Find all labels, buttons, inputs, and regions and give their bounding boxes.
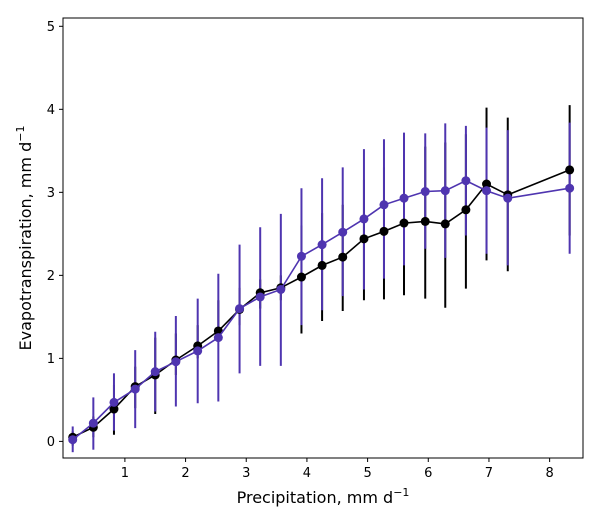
y-tick-label: 3 — [47, 186, 55, 201]
data-point — [420, 187, 430, 197]
x-axis-label: Precipitation, mm d−1 — [237, 486, 410, 507]
x-tick-label: 5 — [363, 466, 371, 481]
data-point — [379, 226, 389, 236]
data-point — [482, 186, 492, 196]
data-point — [399, 218, 409, 228]
y-tick-label: 2 — [47, 269, 55, 284]
data-point — [109, 404, 119, 414]
data-point — [171, 357, 181, 367]
y-axis-label: Evapotranspiration, mm d−1 — [14, 126, 35, 351]
x-tick-label: 7 — [485, 466, 493, 481]
y-tick-label: 0 — [47, 435, 55, 450]
data-point — [193, 346, 203, 356]
plot-area — [68, 105, 575, 453]
data-point — [440, 219, 450, 229]
data-point — [317, 260, 327, 270]
data-point — [213, 333, 223, 343]
data-point — [130, 384, 140, 394]
x-tick-label: 8 — [545, 466, 553, 481]
x-tick-label: 3 — [242, 466, 250, 481]
data-point — [88, 418, 98, 428]
data-point — [150, 367, 160, 377]
data-point — [565, 165, 575, 175]
data-point — [379, 200, 389, 210]
data-point — [68, 435, 78, 445]
data-point — [296, 272, 306, 282]
data-point — [565, 183, 575, 193]
data-point — [276, 284, 286, 294]
data-point — [359, 234, 369, 244]
y-axis-ticks: 0 1 2 3 4 5 — [47, 20, 63, 450]
x-tick-label: 6 — [424, 466, 432, 481]
data-point — [255, 292, 265, 302]
x-tick-label: 4 — [303, 466, 311, 481]
y-tick-label: 1 — [47, 352, 55, 367]
data-point — [359, 214, 369, 224]
x-tick-label: 2 — [181, 466, 189, 481]
data-point — [440, 186, 450, 196]
axes-frame — [62, 17, 584, 459]
x-tick-label: 1 — [121, 466, 129, 481]
x-axis-ticks: 1 2 3 4 5 6 7 8 — [121, 458, 554, 481]
data-point — [317, 240, 327, 250]
y-tick-label: 4 — [47, 103, 55, 118]
data-point — [338, 252, 348, 262]
data-point — [235, 304, 245, 314]
series-purple — [71, 122, 571, 453]
data-point — [503, 193, 513, 203]
data-point — [109, 397, 119, 407]
data-point — [338, 227, 348, 237]
data-point — [482, 179, 492, 189]
series-line-group-purple — [68, 176, 575, 445]
y-tick-label: 5 — [47, 20, 55, 35]
data-point — [420, 216, 430, 226]
data-point — [399, 193, 409, 203]
data-point — [296, 251, 306, 261]
data-point — [461, 176, 471, 186]
data-point — [461, 205, 471, 215]
